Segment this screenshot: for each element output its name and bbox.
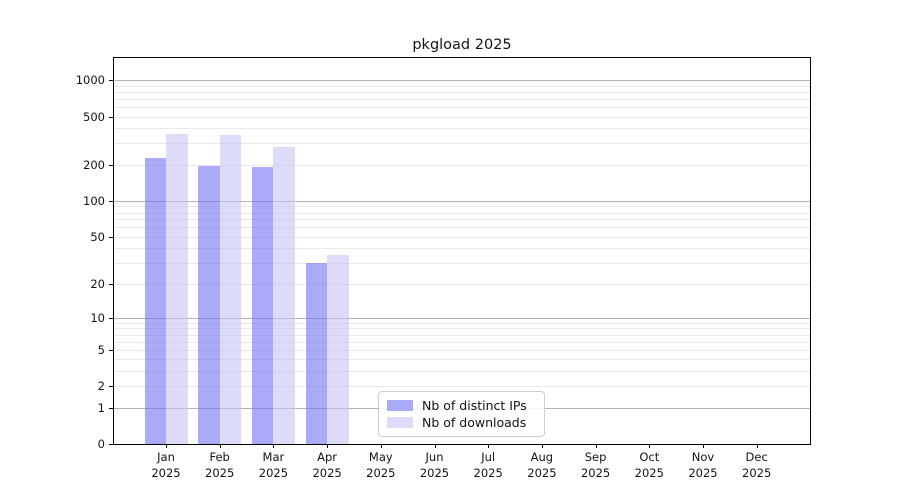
x-tick-label-nov: Nov 2025 — [688, 450, 718, 480]
bar-distinct-ips-mar — [251, 167, 274, 444]
gridline-major — [114, 317, 810, 319]
x-tick-label-mar: Mar 2025 — [258, 450, 289, 480]
gridline-minor — [114, 106, 810, 108]
y-tick-label: 500 — [83, 109, 105, 124]
x-tick-mark — [488, 444, 490, 448]
y-tick-label: 5 — [97, 342, 105, 357]
x-tick-label-jan: Jan 2025 — [151, 450, 181, 480]
y-tick-mark — [109, 236, 113, 238]
y-tick-mark — [109, 407, 113, 409]
legend-item-distinct-ips: Nb of distinct IPs — [387, 397, 536, 414]
x-tick-label-oct: Oct 2025 — [634, 450, 664, 480]
gridline-minor — [114, 212, 810, 214]
gridline-minor — [114, 263, 810, 265]
gridline-minor — [114, 322, 810, 324]
x-tick-mark — [219, 444, 221, 448]
bar-downloads-feb — [219, 135, 242, 444]
gridline-minor — [114, 283, 810, 285]
legend-label-distinct-ips: Nb of distinct IPs — [422, 398, 527, 413]
gridline-minor — [114, 334, 810, 336]
y-tick-label: 200 — [83, 157, 105, 172]
legend-swatch-distinct-ips — [387, 400, 413, 411]
x-tick-label-may: May 2025 — [366, 450, 396, 480]
legend-label-downloads: Nb of downloads — [422, 415, 527, 430]
x-tick-label-apr: Apr 2025 — [312, 450, 342, 480]
gridline-minor — [114, 328, 810, 330]
gridline-minor — [114, 248, 810, 250]
x-tick-mark — [649, 444, 651, 448]
x-tick-mark — [327, 444, 329, 448]
legend-item-downloads: Nb of downloads — [387, 414, 536, 431]
bar-distinct-ips-feb — [198, 165, 220, 444]
bar-downloads-jan — [166, 134, 188, 444]
x-tick-mark — [703, 444, 704, 448]
y-tick-mark — [109, 444, 113, 445]
y-tick-mark — [109, 116, 113, 118]
gridline-minor — [114, 116, 810, 118]
gridline-minor — [114, 143, 810, 145]
gridline-minor — [114, 91, 810, 93]
y-tick-label: 20 — [90, 276, 105, 291]
y-tick-label: 1 — [97, 400, 105, 415]
y-tick-mark — [109, 80, 113, 81]
gridline-minor — [114, 341, 810, 343]
y-tick-mark — [109, 386, 113, 388]
y-tick-mark — [109, 349, 113, 351]
x-tick-label-sep: Sep 2025 — [580, 450, 611, 480]
legend-swatch-downloads — [387, 417, 413, 428]
x-tick-label-jul: Jul 2025 — [473, 450, 503, 480]
bar-distinct-ips-apr — [305, 263, 328, 444]
gridline-minor — [114, 236, 810, 238]
legend: Nb of distinct IPs Nb of downloads — [378, 391, 545, 437]
y-tick-mark — [109, 200, 113, 202]
y-tick-mark — [109, 283, 113, 285]
gridline-minor — [114, 386, 810, 388]
y-tick-mark — [109, 164, 113, 166]
gridline-minor — [114, 98, 810, 100]
x-tick-label-dec: Dec 2025 — [742, 450, 772, 480]
y-tick-label: 2 — [97, 379, 105, 394]
gridline-minor — [114, 359, 810, 361]
bar-downloads-mar — [273, 146, 295, 444]
x-tick-mark — [273, 444, 275, 448]
y-tick-label: 0 — [97, 437, 105, 451]
x-tick-mark — [595, 444, 597, 448]
bar-downloads-apr — [327, 255, 349, 444]
gridline-major — [114, 200, 810, 202]
y-tick-label: 50 — [90, 229, 105, 244]
gridline-minor — [114, 164, 810, 166]
gridline-minor — [114, 349, 810, 351]
gridline-minor — [114, 227, 810, 229]
y-tick-label: 1000 — [75, 73, 105, 87]
x-tick-label-feb: Feb 2025 — [205, 450, 235, 480]
x-tick-mark — [756, 444, 758, 448]
bar-distinct-ips-jan — [144, 158, 166, 444]
chart-title: pkgload 2025 — [412, 37, 512, 53]
gridline-major — [114, 80, 810, 81]
x-tick-label-jun: Jun 2025 — [419, 450, 450, 480]
gridline-minor — [114, 206, 810, 208]
y-tick-mark — [109, 317, 113, 319]
gridline-minor — [114, 128, 810, 130]
x-tick-mark — [541, 444, 543, 448]
x-tick-mark — [166, 444, 167, 448]
y-tick-label: 100 — [83, 193, 105, 208]
x-tick-mark — [380, 444, 382, 448]
y-tick-label: 10 — [90, 310, 105, 325]
x-tick-label-aug: Aug 2025 — [527, 450, 557, 480]
x-tick-mark — [434, 444, 436, 448]
gridline-minor — [114, 371, 810, 372]
gridline-minor — [114, 85, 810, 87]
gridline-minor — [114, 219, 810, 221]
